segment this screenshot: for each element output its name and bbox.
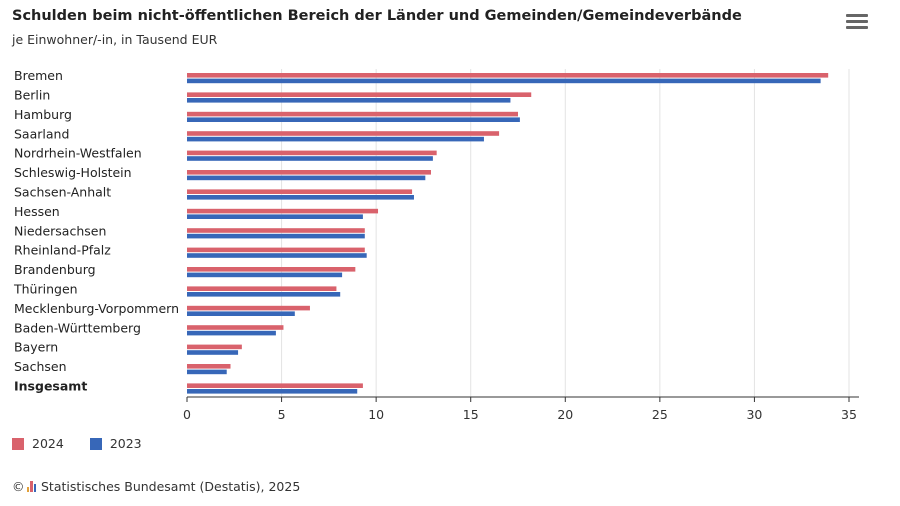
bar-2024-nordrhein-westfalen[interactable] bbox=[187, 150, 437, 156]
category-label: Saarland bbox=[14, 126, 69, 141]
source-text: Statistisches Bundesamt (Destatis), 2025 bbox=[41, 479, 301, 494]
category-label: Baden-Württemberg bbox=[14, 320, 141, 335]
legend-label-2023: 2023 bbox=[109, 436, 142, 451]
category-label: Schleswig-Holstein bbox=[14, 165, 132, 180]
legend-swatch-2023 bbox=[89, 437, 102, 450]
bar-2023-bremen[interactable] bbox=[187, 78, 821, 84]
destatis-logo-icon bbox=[26, 481, 38, 492]
legend-item-2024[interactable]: 2024 bbox=[12, 436, 64, 451]
x-tick-label-20: 20 bbox=[557, 407, 573, 422]
category-label: Bayern bbox=[14, 340, 58, 355]
bar-2024-hamburg[interactable] bbox=[187, 111, 518, 117]
category-label: Berlin bbox=[14, 88, 50, 103]
bar-2023-sachsen[interactable] bbox=[187, 369, 227, 375]
legend-swatch-2024 bbox=[12, 437, 24, 450]
bar-2024-bayern[interactable] bbox=[187, 344, 242, 350]
x-axis-ticks: 0 5 10 15 20 25 30 35 bbox=[183, 396, 859, 422]
bar-2024-brandenburg[interactable] bbox=[187, 267, 356, 272]
grid-lines bbox=[281, 69, 850, 397]
bar-2024-saarland[interactable] bbox=[187, 131, 500, 136]
bar-2023-hessen[interactable] bbox=[187, 214, 363, 219]
bar-chart: Bremen Berlin Hamburg Saarland Nordrhein-Wes… bbox=[13, 68, 859, 422]
category-label: Bremen bbox=[14, 68, 63, 83]
bar-2023-insgesamt[interactable] bbox=[187, 389, 358, 394]
x-tick-label-5: 5 bbox=[278, 407, 286, 422]
bar-2023-mecklenburg-vorpommern[interactable] bbox=[187, 311, 295, 316]
x-tick-label-0: 0 bbox=[183, 407, 191, 422]
category-label: Rheinland-Pfalz bbox=[14, 243, 111, 258]
bar-2024-thüringen[interactable] bbox=[187, 286, 337, 291]
legend: 2024 2023 bbox=[12, 436, 168, 451]
chart-subtitle: je Einwohner/-in, in Tausend EUR bbox=[12, 32, 218, 47]
bar-2024-baden-württemberg[interactable] bbox=[187, 325, 284, 330]
bar-2023-rheinland-pfalz[interactable] bbox=[187, 253, 367, 258]
bar-2024-sachsen[interactable] bbox=[187, 364, 231, 369]
legend-label-2024: 2024 bbox=[32, 436, 64, 451]
x-tick-label-15: 15 bbox=[463, 407, 479, 422]
bar-2023-hamburg[interactable] bbox=[187, 117, 520, 122]
bars bbox=[187, 73, 829, 394]
bar-2023-saarland[interactable] bbox=[187, 136, 484, 142]
bar-2024-berlin[interactable] bbox=[187, 92, 532, 97]
bar-2024-bremen[interactable] bbox=[187, 73, 829, 78]
category-label: Insgesamt bbox=[14, 379, 87, 394]
bar-2024-hessen[interactable] bbox=[187, 208, 379, 214]
category-label: Sachsen bbox=[14, 359, 67, 374]
bar-2023-brandenburg[interactable] bbox=[187, 272, 343, 278]
bar-2023-sachsen-anhalt[interactable] bbox=[187, 195, 414, 200]
x-tick-label-10: 10 bbox=[368, 407, 384, 422]
source-footer: © Statistisches Bundesamt (Destatis), 20… bbox=[12, 479, 300, 494]
category-labels: Bremen Berlin Hamburg Saarland Nordrhein-Wes… bbox=[13, 68, 179, 393]
category-label: Nordrhein-Westfalen bbox=[14, 146, 142, 161]
bar-2023-berlin[interactable] bbox=[187, 98, 511, 103]
bar-2023-nordrhein-westfalen[interactable] bbox=[187, 156, 433, 161]
category-label: Mecklenburg-Vorpommern bbox=[14, 301, 179, 316]
category-label: Niedersachsen bbox=[14, 223, 106, 238]
copyright-symbol: © bbox=[12, 479, 25, 494]
x-tick-label-25: 25 bbox=[652, 407, 668, 422]
bar-2024-sachsen-anhalt[interactable] bbox=[187, 189, 413, 194]
bar-2023-bayern[interactable] bbox=[187, 350, 239, 355]
category-label: Brandenburg bbox=[14, 262, 96, 277]
bar-2023-niedersachsen[interactable] bbox=[187, 233, 365, 239]
hamburger-menu-icon[interactable] bbox=[846, 14, 868, 34]
x-tick-label-35: 35 bbox=[841, 407, 857, 422]
bar-2024-schleswig-holstein[interactable] bbox=[187, 170, 431, 175]
bar-2024-insgesamt[interactable] bbox=[187, 383, 363, 388]
chart-title: Schulden beim nicht-öffentlichen Bereich… bbox=[12, 8, 742, 24]
legend-item-2023[interactable]: 2023 bbox=[89, 436, 142, 451]
category-label: Thüringen bbox=[13, 282, 78, 297]
category-label: Hamburg bbox=[14, 107, 72, 122]
bar-2023-schleswig-holstein[interactable] bbox=[187, 175, 426, 181]
category-label: Sachsen-Anhalt bbox=[14, 185, 111, 200]
x-tick-label-30: 30 bbox=[746, 407, 762, 422]
bar-2024-niedersachsen[interactable] bbox=[187, 228, 365, 233]
category-label: Hessen bbox=[14, 204, 60, 219]
bar-2024-rheinland-pfalz[interactable] bbox=[187, 247, 365, 253]
bar-2024-mecklenburg-vorpommern[interactable] bbox=[187, 305, 310, 311]
bar-2023-baden-württemberg[interactable] bbox=[187, 330, 276, 336]
bar-2023-thüringen[interactable] bbox=[187, 292, 341, 297]
